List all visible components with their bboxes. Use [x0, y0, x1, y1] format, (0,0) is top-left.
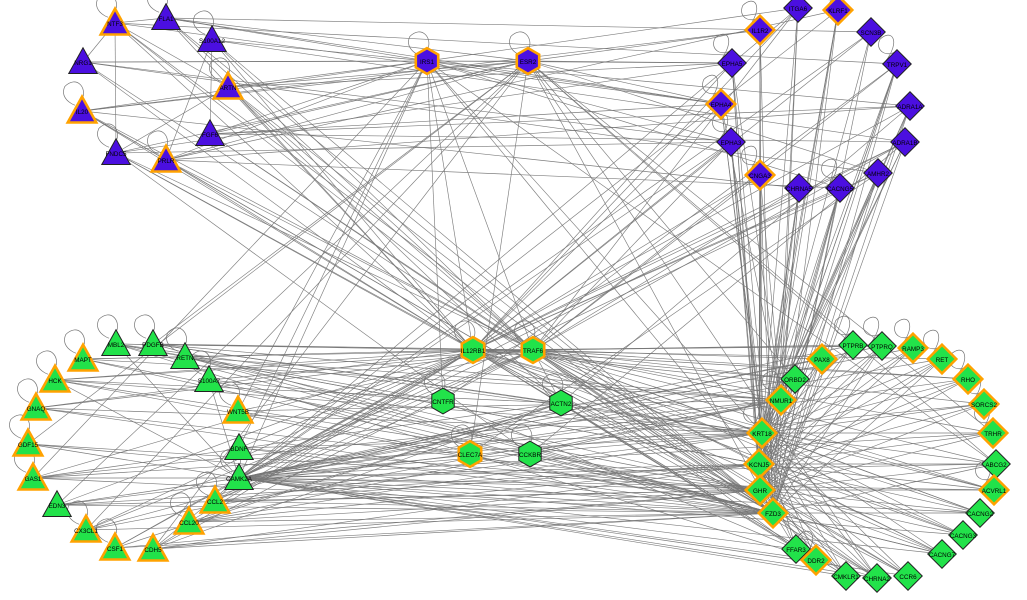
svg-text:CAMK2A: CAMK2A: [226, 476, 253, 483]
svg-text:CLEC7A: CLEC7A: [458, 452, 483, 459]
svg-text:FNDC5: FNDC5: [106, 151, 127, 158]
svg-text:CACNG2: CACNG2: [967, 511, 994, 518]
svg-text:KCNJ5: KCNJ5: [749, 462, 769, 469]
svg-text:CSF1: CSF1: [107, 546, 124, 553]
svg-text:ADRA1B: ADRA1B: [892, 140, 917, 147]
svg-text:CACNG7: CACNG7: [929, 552, 956, 559]
svg-text:IL20: IL20: [76, 109, 89, 116]
svg-text:ACVRL1: ACVRL1: [982, 488, 1007, 495]
svg-text:CCKBR: CCKBR: [519, 452, 541, 459]
svg-text:EDN3: EDN3: [49, 503, 66, 510]
svg-text:CNGA3: CNGA3: [749, 173, 771, 180]
svg-text:ADRA1A: ADRA1A: [897, 104, 923, 111]
svg-text:TRAF6: TRAF6: [523, 348, 543, 355]
svg-text:WNT5B: WNT5B: [227, 409, 249, 416]
svg-text:NTF3: NTF3: [107, 21, 123, 28]
svg-text:ACTN2: ACTN2: [551, 401, 572, 408]
svg-text:PAX8: PAX8: [814, 357, 830, 364]
svg-text:CCL2: CCL2: [207, 499, 224, 506]
svg-text:GDF15: GDF15: [18, 442, 39, 449]
svg-text:GHR: GHR: [753, 488, 767, 495]
svg-text:TRPV1: TRPV1: [887, 62, 908, 69]
svg-text:MBL2: MBL2: [108, 342, 125, 349]
svg-text:FGF6: FGF6: [202, 132, 219, 139]
svg-text:EPHA4: EPHA4: [711, 102, 732, 109]
svg-text:S100A7: S100A7: [198, 378, 221, 385]
svg-text:FLA1: FLA1: [158, 16, 174, 23]
svg-text:GAS1: GAS1: [25, 476, 42, 483]
svg-text:CACNG5: CACNG5: [827, 186, 854, 193]
svg-text:PTPRB: PTPRB: [843, 343, 864, 350]
svg-text:CNTFR: CNTFR: [432, 399, 454, 406]
svg-text:IL1R2: IL1R2: [752, 28, 769, 35]
svg-text:CACNG3: CACNG3: [950, 533, 977, 540]
svg-text:RHO: RHO: [961, 377, 975, 384]
svg-text:ARTN: ARTN: [219, 85, 236, 92]
svg-text:EPHA5: EPHA5: [722, 61, 743, 68]
svg-text:IL12RB1: IL12RB1: [461, 348, 486, 355]
svg-text:SCN3B: SCN3B: [861, 30, 882, 37]
svg-text:PRLR: PRLR: [158, 158, 175, 165]
svg-text:KRT18: KRT18: [752, 431, 772, 438]
svg-text:PTPRQ: PTPRQ: [871, 344, 893, 351]
svg-text:RAMP3: RAMP3: [902, 346, 924, 353]
svg-text:ESR2: ESR2: [520, 59, 537, 66]
svg-text:GNAQ: GNAQ: [27, 406, 46, 413]
svg-text:CHRNA2: CHRNA2: [864, 576, 890, 583]
svg-text:PDGFB: PDGFB: [142, 342, 164, 349]
svg-text:TRHR: TRHR: [984, 431, 1002, 438]
svg-text:ORBD2: ORBD2: [784, 377, 806, 384]
svg-text:S100A12: S100A12: [199, 38, 225, 45]
svg-text:FFAR3: FFAR3: [786, 547, 806, 554]
svg-text:SORCS2: SORCS2: [971, 402, 997, 409]
svg-text:DDR2: DDR2: [807, 558, 825, 565]
svg-text:CCL20: CCL20: [179, 520, 199, 527]
svg-text:KLRF1: KLRF1: [828, 8, 848, 15]
svg-text:NMUR1: NMUR1: [770, 398, 793, 405]
svg-text:EPHA3: EPHA3: [721, 140, 742, 147]
svg-text:CMKLR1: CMKLR1: [833, 574, 859, 581]
svg-text:CDH5: CDH5: [144, 547, 162, 554]
svg-text:AMHR2: AMHR2: [867, 171, 890, 178]
svg-text:NRG1: NRG1: [74, 60, 92, 67]
svg-text:HCK: HCK: [48, 378, 62, 385]
svg-text:BDNF: BDNF: [230, 446, 247, 453]
svg-text:IRS1: IRS1: [420, 59, 434, 66]
svg-text:ABCG2: ABCG2: [985, 462, 1007, 469]
svg-text:CX3CL1: CX3CL1: [74, 528, 98, 535]
svg-text:CCR6: CCR6: [899, 574, 917, 581]
svg-text:RETN: RETN: [176, 355, 194, 362]
svg-text:FZD3: FZD3: [765, 511, 781, 518]
svg-text:RET: RET: [936, 357, 949, 364]
svg-text:ITGA6: ITGA6: [789, 6, 808, 13]
svg-text:CHRNA5: CHRNA5: [786, 186, 812, 193]
svg-text:MAPT: MAPT: [74, 357, 92, 364]
